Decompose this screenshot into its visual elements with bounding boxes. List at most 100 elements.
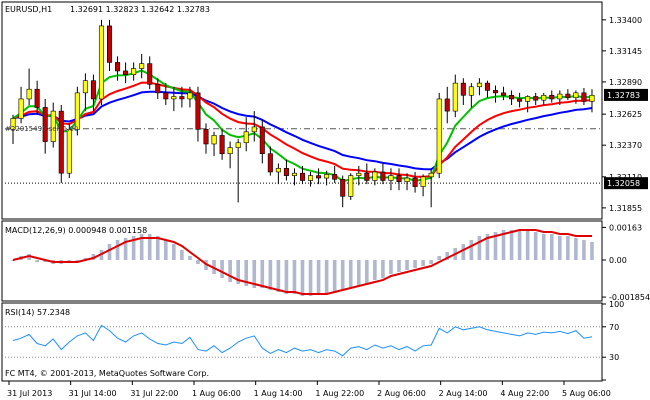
time-tick-label: 31 Jul 22:00 (130, 389, 178, 398)
price-tick-label: 1.33145 (609, 47, 642, 56)
ma-slow-line (12, 90, 593, 171)
macd-bar (574, 238, 578, 260)
candle-bear (549, 94, 555, 100)
macd-signal-polyline (12, 229, 592, 295)
candle-bear (316, 175, 322, 179)
current-price-box (604, 88, 648, 101)
macd-axis: 0.00163 0.00 -0.001854 (602, 223, 650, 302)
candle-bear (364, 172, 370, 181)
macd-bar (533, 232, 538, 260)
macd-bar (35, 260, 39, 262)
candle-bull (243, 131, 249, 144)
candle-bull (171, 96, 177, 100)
rsi-panel-frame (1, 302, 603, 382)
macd-bar (461, 244, 466, 260)
candle-bear (340, 178, 346, 197)
macd-bar (196, 260, 200, 264)
macd-bar (582, 240, 586, 260)
candle-bear (123, 70, 129, 75)
symbol-label: EURUSD,H1 (5, 5, 52, 14)
candle-bull (573, 92, 579, 99)
ohlc-label: 1.32691 1.32823 1.32642 1.32783 (70, 5, 210, 14)
candle-bear (203, 129, 209, 145)
candle-bull (66, 129, 72, 174)
macd-bar (397, 260, 401, 272)
candle-bull (404, 177, 410, 183)
rsi-label: RSI(14) 57.2348 (5, 308, 70, 317)
macd-bar (340, 260, 345, 290)
candle-bear (34, 88, 40, 108)
candle-bear (155, 84, 161, 94)
macd-bar (11, 260, 15, 261)
current-price-label: 1.32783 (607, 91, 640, 100)
macd-bar (549, 234, 554, 260)
macd-bar (477, 236, 482, 260)
price-tick-label: 1.32370 (609, 141, 642, 150)
macd-bar (155, 236, 160, 260)
price-tick-label: 1.32625 (609, 110, 642, 119)
candle-bear (565, 93, 571, 99)
macd-bar (163, 240, 168, 260)
candles (10, 19, 595, 208)
candle-bull (372, 171, 378, 181)
macd-bar (373, 260, 377, 280)
candle-bull (139, 63, 145, 69)
candle-bull (26, 88, 32, 100)
candle-bull (452, 82, 458, 112)
macd-bar (437, 256, 442, 260)
macd-bar (115, 240, 120, 260)
candle-bull (308, 175, 314, 181)
rsi-line (12, 324, 593, 357)
macd-bar (485, 234, 490, 260)
candle-bull (348, 175, 354, 197)
time-tick-label: 2 Aug 06:00 (377, 389, 426, 398)
candle-bear (484, 82, 490, 91)
candle-bull (227, 147, 233, 155)
candle-bull (525, 96, 531, 102)
macd-bar (421, 260, 425, 266)
price-tick-label: 1.31855 (609, 204, 642, 213)
macd-bar (525, 230, 530, 260)
macd-bar (389, 260, 393, 274)
candle-bear (581, 92, 587, 102)
candle-bear (299, 172, 306, 181)
candle-bear (42, 107, 48, 142)
candle-bull (131, 68, 137, 75)
macd-bar (284, 260, 289, 294)
macd-bar (517, 230, 522, 260)
macd-bar (413, 260, 417, 268)
candle-bear (533, 96, 539, 101)
candle-bear (163, 92, 169, 100)
candle-bull (428, 172, 434, 178)
time-tick-label: 5 Aug 06:00 (562, 389, 611, 398)
candle-bear (460, 82, 466, 96)
candle-bull (356, 172, 362, 176)
macd-bar (123, 238, 128, 260)
level-price-box (604, 177, 648, 190)
macd-bar (236, 260, 240, 284)
candle-bull (275, 168, 281, 173)
candle-bear (219, 135, 225, 155)
candle-bull (187, 92, 193, 100)
candle-bear (283, 168, 289, 176)
time-axis: 31 Jul 2013 31 Jul 14:00 31 Jul 22:00 1 Aug… (7, 381, 611, 398)
candle-bull (476, 82, 482, 88)
candle-bear (396, 175, 402, 183)
macd-bar (147, 234, 152, 260)
time-tick-label: 2 Aug 14:00 (439, 389, 488, 398)
macd-bar (324, 260, 329, 294)
candle-bull (291, 172, 297, 176)
macd-bar (348, 260, 353, 288)
macd-bar (180, 250, 184, 260)
candle-bear (444, 98, 450, 112)
candle-bear (115, 62, 121, 72)
macd-bar (332, 260, 337, 292)
candle-bull (541, 94, 547, 101)
candle-bull (251, 126, 257, 133)
candle-bear (332, 174, 338, 180)
time-tick-label: 31 Jul 2013 (7, 389, 52, 398)
candle-bull (74, 92, 80, 130)
macd-bar (541, 234, 546, 260)
